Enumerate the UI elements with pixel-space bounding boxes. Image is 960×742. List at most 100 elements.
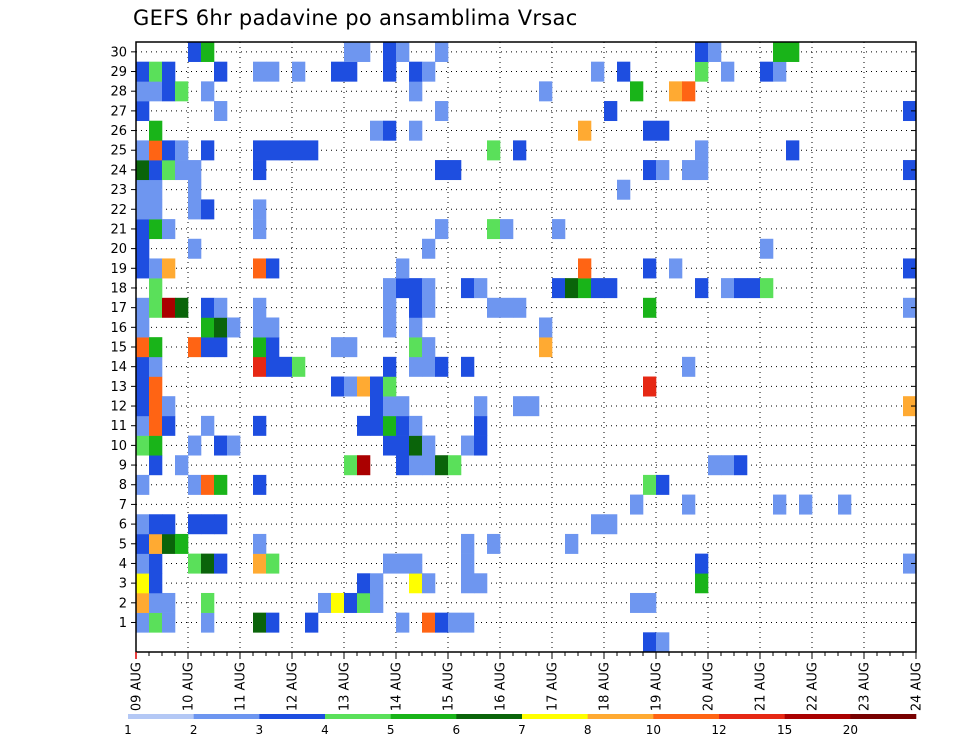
heatmap-cell (903, 396, 917, 417)
heatmap-cell (656, 120, 670, 141)
heatmap-cell (357, 592, 371, 613)
colorbar-label: 15 (777, 723, 792, 737)
heatmap-cell (136, 612, 150, 633)
heatmap-cell (656, 632, 670, 653)
heatmap-cell (136, 376, 150, 397)
heatmap-cell (370, 592, 384, 613)
heatmap-cell (201, 297, 215, 318)
heatmap-cells (136, 42, 917, 653)
heatmap-cell (357, 415, 371, 436)
heatmap-cell (136, 61, 150, 82)
x-tick-label: 16 AUG (494, 662, 509, 711)
heatmap-cell (396, 415, 410, 436)
grid-lines (136, 42, 916, 652)
heatmap-cell (487, 297, 501, 318)
chart-title: GEFS 6hr padavine po ansamblima Vrsac (133, 6, 578, 30)
heatmap-cell (136, 258, 150, 279)
heatmap-cell (331, 592, 345, 613)
heatmap-cell (383, 356, 397, 377)
heatmap-cell (253, 61, 267, 82)
heatmap-cell (422, 297, 436, 318)
heatmap-cell (136, 199, 150, 220)
heatmap-cell (266, 317, 280, 338)
colorbar-label: 7 (518, 723, 526, 737)
x-tick-label: 17 AUG (546, 662, 561, 711)
y-tick-label: 15 (110, 341, 127, 356)
heatmap-cell (500, 297, 514, 318)
heatmap-cell (344, 455, 358, 476)
heatmap-cell (162, 81, 176, 102)
heatmap-cell (409, 356, 423, 377)
heatmap-cell (695, 573, 709, 594)
heatmap-cell (422, 435, 436, 456)
heatmap-cell (344, 592, 358, 613)
heatmap-cell (903, 297, 917, 318)
heatmap-cell (214, 317, 228, 338)
heatmap-cell (422, 278, 436, 299)
heatmap-cell (331, 337, 345, 358)
heatmap-cell (162, 396, 176, 417)
heatmap-cell (214, 61, 228, 82)
y-tick-label: 19 (110, 262, 127, 277)
heatmap-cell (695, 140, 709, 161)
heatmap-cell (383, 435, 397, 456)
heatmap-cell (422, 238, 436, 259)
heatmap-cell (539, 317, 553, 338)
heatmap-cell (201, 592, 215, 613)
heatmap-cell (630, 81, 644, 102)
heatmap-cell (786, 140, 800, 161)
x-tick-label: 24 AUG (910, 662, 925, 711)
x-tick-label: 23 AUG (858, 662, 873, 711)
heatmap-cell (487, 140, 501, 161)
heatmap-cell (526, 396, 540, 417)
heatmap-cell (383, 61, 397, 82)
heatmap-cell (461, 435, 475, 456)
heatmap-cell (214, 297, 228, 318)
heatmap-cell (643, 160, 657, 181)
y-tick-label: 25 (110, 144, 127, 159)
heatmap-cell (253, 140, 267, 161)
heatmap-cell (266, 61, 280, 82)
heatmap-cell (201, 317, 215, 338)
heatmap-cell (344, 376, 358, 397)
heatmap-cell (721, 455, 735, 476)
heatmap-cell (422, 573, 436, 594)
heatmap-cell (201, 42, 215, 62)
heatmap-cell (474, 573, 488, 594)
heatmap-cell (786, 42, 800, 62)
heatmap-cell (253, 337, 267, 358)
heatmap-cell (721, 61, 735, 82)
heatmap-cell (409, 120, 423, 141)
y-tick-label: 18 (110, 281, 127, 296)
heatmap-cell (136, 573, 150, 594)
heatmap-cell (149, 415, 163, 436)
heatmap-cell (136, 474, 150, 495)
heatmap-cell (565, 278, 579, 299)
heatmap-cell (227, 435, 241, 456)
heatmap-cell (539, 337, 553, 358)
heatmap-cell (708, 455, 722, 476)
heatmap-cell (903, 258, 917, 279)
y-tick-label: 4 (119, 557, 127, 572)
y-tick-label: 17 (110, 301, 127, 316)
heatmap-cell (188, 337, 202, 358)
y-tick-label: 11 (110, 419, 127, 434)
heatmap-cell (162, 219, 176, 240)
heatmap-cell (383, 415, 397, 436)
heatmap-cell (149, 297, 163, 318)
heatmap-cell (253, 297, 267, 318)
heatmap-cell (630, 592, 644, 613)
y-axis-ticks: 1234567891011121314151617181920212223242… (110, 45, 916, 631)
heatmap-cell (903, 101, 917, 122)
heatmap-cell (149, 179, 163, 200)
heatmap-cell (188, 160, 202, 181)
heatmap-cell (136, 415, 150, 436)
heatmap-cell (435, 219, 449, 240)
heatmap-cell (175, 455, 189, 476)
y-tick-label: 13 (110, 380, 127, 395)
heatmap-cell (162, 258, 176, 279)
heatmap-cell (604, 101, 618, 122)
heatmap-cell (149, 376, 163, 397)
x-tick-label: 12 AUG (286, 662, 301, 711)
